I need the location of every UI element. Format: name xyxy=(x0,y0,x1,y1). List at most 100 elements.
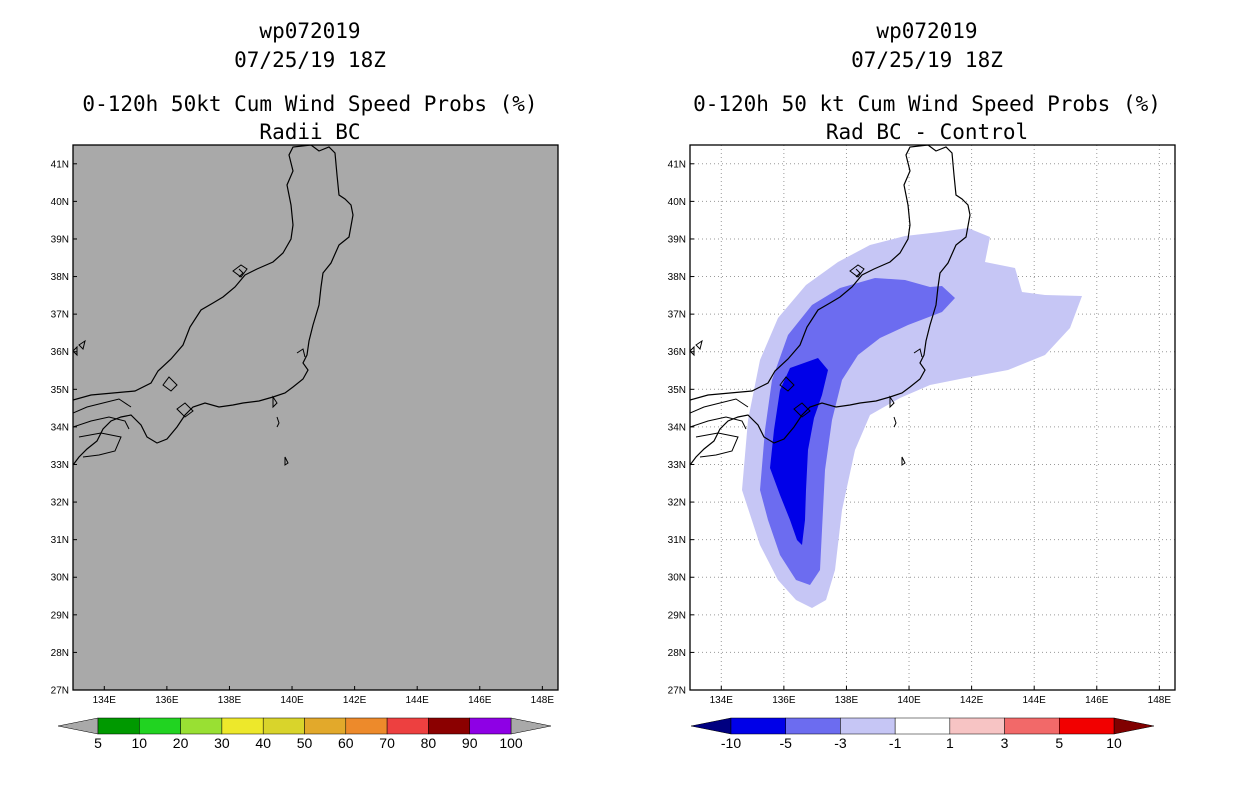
right-map-panel: 134E 136E 138E 140E 142E 144E 146E 148E 27N 28N 29… xyxy=(668,144,1176,751)
y-tick-label: 39N xyxy=(51,234,69,245)
right-plot-frame xyxy=(689,144,1176,691)
y-tick-label: 35N xyxy=(668,385,686,396)
x-tick-label: 146E xyxy=(1085,695,1109,706)
y-tick-label: 34N xyxy=(668,422,686,433)
left-title-line4: Radii BC xyxy=(259,120,361,144)
contour-mid-blue xyxy=(760,278,955,585)
colorbar-swatch xyxy=(840,717,896,735)
y-tick-label: 30N xyxy=(668,573,686,584)
y-tick-label: 36N xyxy=(668,347,686,358)
left-title-line1: wp072019 xyxy=(259,19,361,43)
x-tick-label: 148E xyxy=(531,695,555,706)
colorbar-swatch xyxy=(730,717,786,735)
colorbar-label: -10 xyxy=(721,735,741,751)
y-tick-label: 28N xyxy=(51,648,69,659)
left-map-panel: 134E 136E 138E 140E 142E 144E 146E 148E 27N 28N 29… xyxy=(51,144,559,751)
colorbar-swatch xyxy=(428,717,470,735)
colorbar-label: 50 xyxy=(297,735,313,751)
y-tick-label: 30N xyxy=(51,573,69,584)
colorbar-max-triangle xyxy=(510,717,552,735)
colorbar-label: 100 xyxy=(499,735,523,751)
left-plot-frame xyxy=(72,144,559,691)
colorbar-swatch xyxy=(785,717,841,735)
x-tick-label: 146E xyxy=(468,695,492,706)
y-tick-label: 38N xyxy=(51,272,69,283)
x-tick-label: 136E xyxy=(772,695,796,706)
colorbar-label: 5 xyxy=(1055,735,1063,751)
colorbar-label: 5 xyxy=(94,735,102,751)
colorbar-min-triangle xyxy=(57,717,99,735)
right-title-line1: wp072019 xyxy=(876,19,978,43)
colorbar-label: 60 xyxy=(338,735,354,751)
colorbar-swatch xyxy=(180,717,223,735)
colorbar-label: 80 xyxy=(421,735,437,751)
y-tick-label: 32N xyxy=(668,498,686,509)
colorbar-label: 3 xyxy=(1001,735,1009,751)
right-colorbar: -10 -5 -3 -1 1 3 5 10 xyxy=(690,717,1155,751)
y-tick-label: 35N xyxy=(51,385,69,396)
left-title-line2: 07/25/19 18Z xyxy=(234,48,386,72)
colorbar-label: 90 xyxy=(462,735,478,751)
right-title-line3: 0-120h 50 kt Cum Wind Speed Probs (%) xyxy=(693,92,1161,116)
y-tick-label: 39N xyxy=(668,234,686,245)
y-tick-label: 37N xyxy=(668,310,686,321)
y-tick-label: 32N xyxy=(51,498,69,509)
right-probability-contours xyxy=(690,145,1082,608)
right-title-line2: 07/25/19 18Z xyxy=(851,48,1003,72)
x-tick-label: 144E xyxy=(1023,695,1047,706)
colorbar-label: 10 xyxy=(132,735,148,751)
colorbar-swatch xyxy=(894,717,951,735)
y-tick-label: 33N xyxy=(668,460,686,471)
colorbar-swatch xyxy=(139,717,181,735)
colorbar-label: 20 xyxy=(173,735,189,751)
x-tick-label: 134E xyxy=(710,695,734,706)
colorbar-label: 30 xyxy=(214,735,230,751)
y-tick-label: 29N xyxy=(668,610,686,621)
colorbar-label: 1 xyxy=(946,735,954,751)
x-tick-label: 134E xyxy=(93,695,117,706)
y-tick-label: 27N xyxy=(51,686,69,697)
y-tick-label: 29N xyxy=(51,610,69,621)
colorbar-label: -3 xyxy=(834,735,847,751)
y-tick-label: 36N xyxy=(51,347,69,358)
y-tick-label: 27N xyxy=(668,686,686,697)
y-tick-label: 37N xyxy=(51,310,69,321)
left-colorbar: 5 10 20 30 40 50 60 70 80 90 100 xyxy=(57,717,552,751)
x-tick-label: 142E xyxy=(343,695,367,706)
contour-dark-blue xyxy=(770,358,828,545)
y-tick-label: 38N xyxy=(668,272,686,283)
left-axis-ticks: 134E 136E 138E 140E 142E 144E 146E 148E 27N 28N 29… xyxy=(51,159,555,706)
x-tick-label: 136E xyxy=(155,695,179,706)
colorbar-swatch xyxy=(1004,717,1060,735)
colorbar-label: 70 xyxy=(379,735,395,751)
left-title-line3: 0-120h 50kt Cum Wind Speed Probs (%) xyxy=(82,92,538,116)
colorbar-swatch xyxy=(221,717,264,735)
colorbar-label: -1 xyxy=(889,735,902,751)
y-tick-label: 34N xyxy=(51,422,69,433)
colorbar-swatch xyxy=(262,717,305,735)
right-axis-ticks: 134E 136E 138E 140E 142E 144E 146E 148E 27N 28N 29… xyxy=(668,159,1172,706)
right-title-line4: Rad BC - Control xyxy=(825,120,1029,144)
x-tick-label: 140E xyxy=(897,695,921,706)
x-tick-label: 138E xyxy=(218,695,242,706)
colorbar-label: 10 xyxy=(1106,735,1122,751)
x-tick-label: 144E xyxy=(406,695,430,706)
left-plot-background xyxy=(73,145,558,690)
colorbar-swatch xyxy=(345,717,388,735)
colorbar-swatch xyxy=(1059,717,1115,735)
colorbar-max-triangle xyxy=(1113,717,1155,735)
y-tick-label: 40N xyxy=(51,197,69,208)
x-tick-label: 142E xyxy=(960,695,984,706)
y-tick-label: 41N xyxy=(51,159,69,170)
y-tick-label: 31N xyxy=(51,535,69,546)
y-tick-label: 40N xyxy=(668,197,686,208)
colorbar-label: 40 xyxy=(255,735,271,751)
colorbar-label: -5 xyxy=(779,735,792,751)
colorbar-swatch xyxy=(304,717,347,735)
x-tick-label: 140E xyxy=(280,695,304,706)
colorbar-swatch xyxy=(386,717,429,735)
y-tick-label: 41N xyxy=(668,159,686,170)
y-tick-label: 33N xyxy=(51,460,69,471)
x-tick-label: 138E xyxy=(835,695,859,706)
